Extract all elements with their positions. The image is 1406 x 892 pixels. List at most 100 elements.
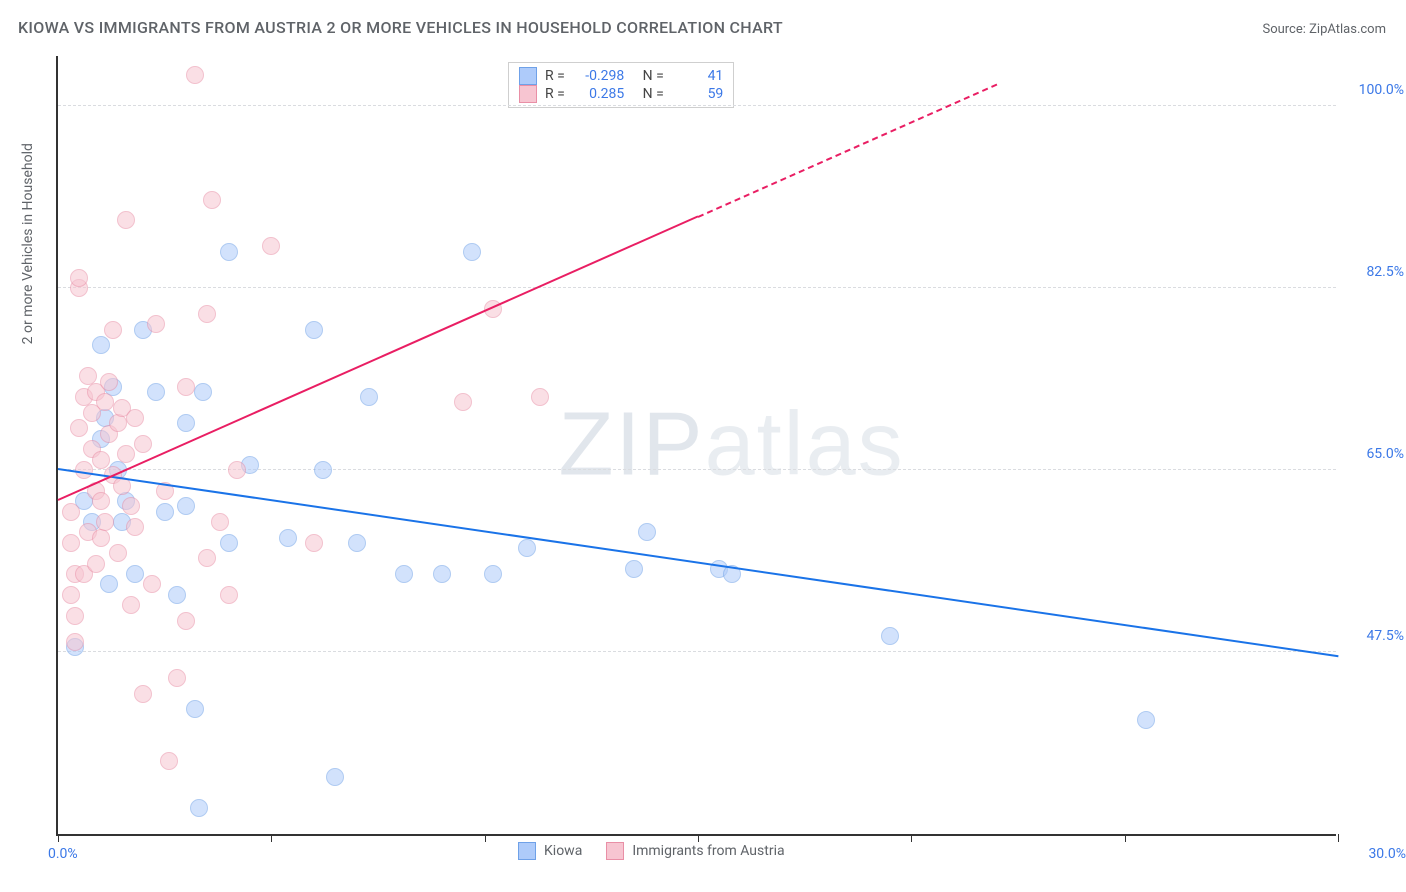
data-point xyxy=(109,544,127,562)
gridline xyxy=(58,105,1336,106)
legend-item: Kiowa xyxy=(518,842,582,860)
x-tick xyxy=(271,834,272,842)
data-point xyxy=(360,388,378,406)
x-tick xyxy=(1338,834,1339,842)
y-tick-label: 65.0% xyxy=(1366,446,1404,462)
watermark-bold: ZIP xyxy=(559,395,705,495)
data-point xyxy=(198,549,216,567)
data-point xyxy=(96,393,114,411)
stat-n-label: N = xyxy=(632,86,667,102)
series-swatch xyxy=(519,85,537,103)
legend-label: Kiowa xyxy=(544,843,582,859)
data-point xyxy=(638,523,656,541)
data-point xyxy=(134,435,152,453)
data-point xyxy=(117,445,135,463)
gridline xyxy=(58,651,1336,652)
legend-swatch xyxy=(518,842,536,860)
data-point xyxy=(177,612,195,630)
stat-n-label: N = xyxy=(632,68,667,84)
gridline xyxy=(58,287,1336,288)
data-point xyxy=(96,513,114,531)
watermark: ZIPatlas xyxy=(559,394,905,497)
data-point xyxy=(100,373,118,391)
x-min-label: 0.0% xyxy=(48,846,78,862)
data-point xyxy=(62,534,80,552)
data-point xyxy=(531,388,549,406)
data-point xyxy=(143,575,161,593)
y-tick-label: 100.0% xyxy=(1359,82,1404,98)
data-point xyxy=(348,534,366,552)
watermark-thin: atlas xyxy=(705,395,905,495)
data-point xyxy=(228,461,246,479)
bottom-legend: KiowaImmigrants from Austria xyxy=(518,842,785,860)
data-point xyxy=(70,269,88,287)
data-point xyxy=(220,586,238,604)
data-point xyxy=(92,451,110,469)
data-point xyxy=(134,685,152,703)
y-tick-label: 82.5% xyxy=(1366,264,1404,280)
data-point xyxy=(126,565,144,583)
data-point xyxy=(211,513,229,531)
stat-r-label: R = xyxy=(545,68,568,84)
data-point xyxy=(220,243,238,261)
data-point xyxy=(186,66,204,84)
data-point xyxy=(203,191,221,209)
series-swatch xyxy=(519,67,537,85)
trend-line xyxy=(58,216,699,501)
data-point xyxy=(220,534,238,552)
stat-r-label: R = xyxy=(545,86,568,102)
data-point xyxy=(518,539,536,557)
legend-swatch xyxy=(606,842,624,860)
x-tick xyxy=(911,834,912,842)
x-tick xyxy=(1125,834,1126,842)
data-point xyxy=(625,560,643,578)
stat-n-value: 41 xyxy=(675,68,723,84)
data-point xyxy=(194,383,212,401)
data-point xyxy=(177,414,195,432)
data-point xyxy=(104,321,122,339)
data-point xyxy=(92,336,110,354)
data-point xyxy=(395,565,413,583)
stat-n-value: 59 xyxy=(675,86,723,102)
data-point xyxy=(305,534,323,552)
data-point xyxy=(160,752,178,770)
data-point xyxy=(122,497,140,515)
data-point xyxy=(168,669,186,687)
stats-row: R = -0.298 N = 41 xyxy=(519,67,723,85)
data-point xyxy=(433,565,451,583)
data-point xyxy=(122,596,140,614)
data-point xyxy=(66,607,84,625)
data-point xyxy=(147,383,165,401)
trend-line xyxy=(58,468,1338,657)
stats-box: R = -0.298 N = 41R = 0.285 N = 59 xyxy=(508,62,734,108)
data-point xyxy=(87,555,105,573)
x-max-label: 30.0% xyxy=(1368,846,1406,862)
plot-area: ZIPatlas R = -0.298 N = 41R = 0.285 N = … xyxy=(56,56,1336,836)
data-point xyxy=(117,211,135,229)
data-point xyxy=(70,419,88,437)
x-tick xyxy=(698,834,699,842)
y-axis-title: 2 or more Vehicles in Household xyxy=(20,143,36,344)
data-point xyxy=(147,315,165,333)
data-point xyxy=(126,409,144,427)
data-point xyxy=(177,497,195,515)
y-tick-label: 47.5% xyxy=(1366,628,1404,644)
data-point xyxy=(156,503,174,521)
data-point xyxy=(279,529,297,547)
data-point xyxy=(177,378,195,396)
data-point xyxy=(190,799,208,817)
data-point xyxy=(62,586,80,604)
stat-r-value: 0.285 xyxy=(576,86,624,102)
data-point xyxy=(62,503,80,521)
data-point xyxy=(262,237,280,255)
data-point xyxy=(92,529,110,547)
x-tick xyxy=(485,834,486,842)
data-point xyxy=(186,700,204,718)
source-label: Source: ZipAtlas.com xyxy=(1262,22,1386,37)
trend-line xyxy=(698,83,997,217)
data-point xyxy=(463,243,481,261)
stat-r-value: -0.298 xyxy=(576,68,624,84)
data-point xyxy=(126,518,144,536)
data-point xyxy=(109,414,127,432)
data-point xyxy=(100,575,118,593)
